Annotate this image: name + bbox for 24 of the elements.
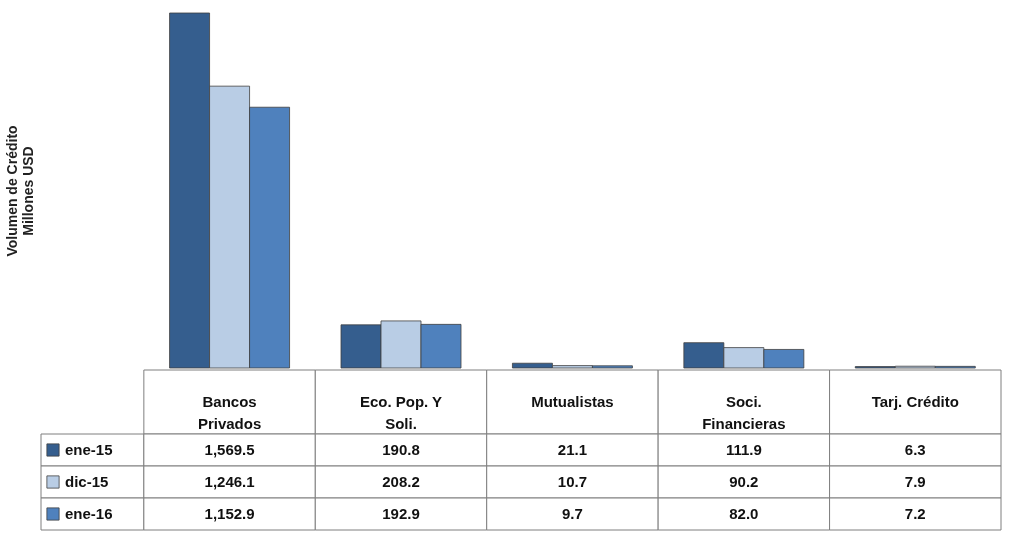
data-label: 10.7 xyxy=(557,473,588,490)
legend-label: ene-15 xyxy=(65,441,113,458)
data-label: 9.7 xyxy=(562,505,583,522)
x-tick-label: Tarj. Crédito xyxy=(871,393,959,410)
data-label: 190.8 xyxy=(382,441,420,458)
data-label: 21.1 xyxy=(557,441,588,458)
x-tick-label: Bancos Privados xyxy=(197,393,262,432)
data-label: 6.3 xyxy=(904,441,926,458)
data-label: 90.2 xyxy=(729,473,759,490)
data-label: 208.2 xyxy=(382,473,420,490)
data-label: 111.9 xyxy=(725,441,762,458)
data-label: 1,569.5 xyxy=(204,441,255,458)
data-label: 1,152.9 xyxy=(204,505,255,522)
x-tick-label: Eco. Pop. Y Soli. xyxy=(359,393,443,432)
legend-label: ene-16 xyxy=(65,505,113,522)
data-label: 192.9 xyxy=(382,505,420,522)
data-label: 1,246.1 xyxy=(204,473,255,490)
x-tick-label: Soci. Financieras xyxy=(702,393,786,432)
data-label: 7.9 xyxy=(904,473,926,490)
legend-label: dic-15 xyxy=(65,473,109,490)
x-tick-label: Mutualistas xyxy=(531,393,614,410)
data-label: 7.2 xyxy=(904,505,926,522)
data-label: 82.0 xyxy=(729,505,759,522)
text: Volumen de Crédito Millones USD xyxy=(3,125,36,257)
